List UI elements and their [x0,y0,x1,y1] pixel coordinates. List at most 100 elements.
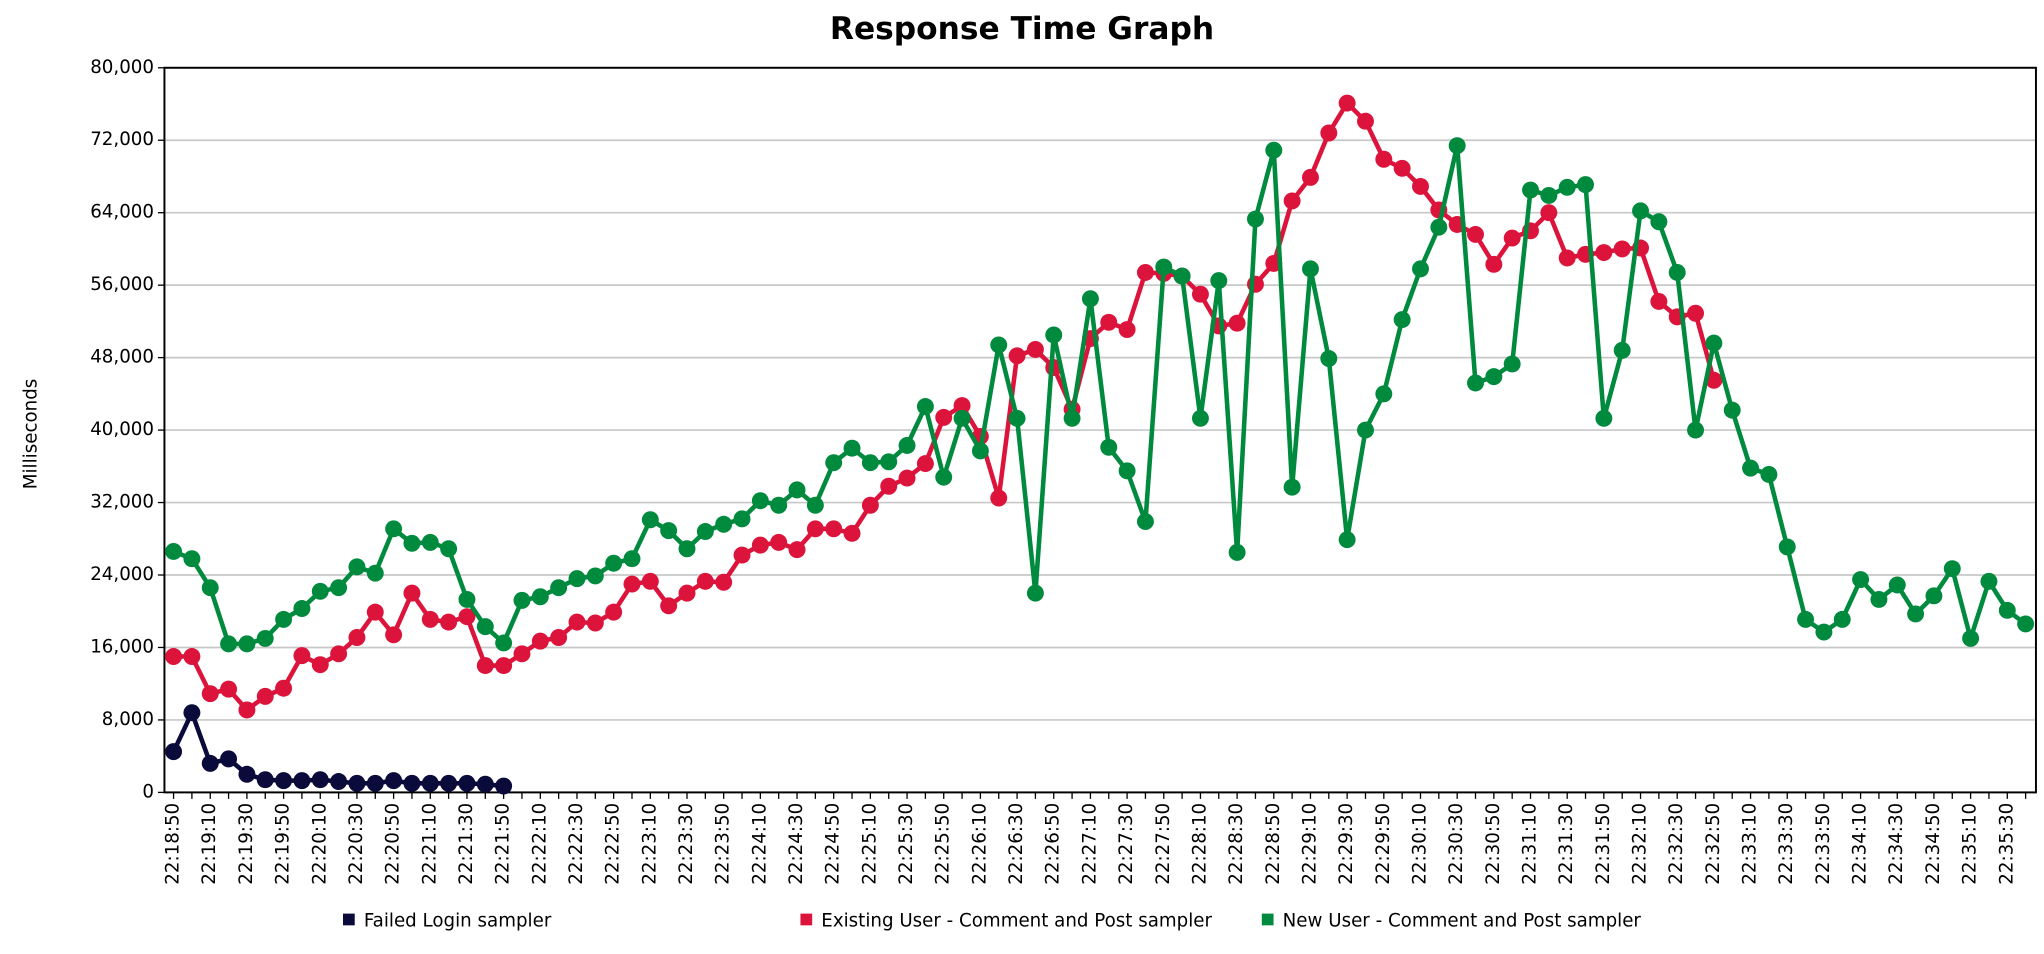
data-point [1283,192,1301,210]
data-point [220,750,238,768]
x-tick-label: 22:27:50 [1153,803,1174,885]
data-point [678,584,696,602]
data-point [1301,260,1319,278]
data-point [165,542,183,560]
data-point [1687,421,1705,439]
data-point [1118,321,1136,339]
data-point [660,522,678,540]
x-tick-label: 22:20:50 [383,803,404,885]
data-point [660,597,678,615]
data-point [238,765,256,783]
data-point [220,635,238,653]
x-tick-label: 22:29:10 [1299,803,1320,885]
data-point [311,656,329,674]
data-point [311,771,329,789]
data-point [293,647,311,665]
data-point [440,540,458,558]
y-tick-label: 40,000 [90,419,154,440]
x-tick-label: 22:28:30 [1226,803,1247,885]
data-point [1283,478,1301,496]
data-point [1320,124,1338,142]
x-tick-label: 22:21:10 [419,803,440,885]
x-tick-label: 22:34:10 [1850,803,1871,885]
x-tick-label: 22:26:50 [1043,803,1064,885]
data-point [1393,159,1411,177]
data-point [953,397,971,415]
data-point [1191,409,1209,427]
data-point [990,489,1008,507]
data-point [586,567,604,585]
data-point [1503,229,1521,247]
data-point [751,536,769,554]
data-point [586,614,604,632]
data-point [623,550,641,568]
data-point [715,515,733,533]
data-point [550,579,568,597]
data-point [1008,347,1026,365]
data-point [366,774,384,792]
data-point [330,773,348,790]
y-axis-label: Milliseconds [21,379,42,490]
x-tick-label: 22:19:10 [199,803,220,885]
x-tick-label: 22:28:50 [1263,803,1284,885]
data-point [1448,137,1466,155]
data-point [256,629,274,647]
data-point [256,771,274,789]
data-point [733,510,751,528]
data-point [238,701,256,719]
x-tick-label: 22:23:10 [639,803,660,885]
data-point [1962,629,1980,647]
data-point [458,590,476,608]
data-point [421,610,439,628]
y-tick-label: 48,000 [90,347,154,368]
data-point [1760,465,1778,483]
data-point [366,564,384,582]
data-point [1026,340,1044,358]
y-tick-label: 32,000 [90,492,154,513]
data-point [1118,462,1136,480]
data-point [348,558,366,576]
data-point [385,772,403,790]
data-point [1467,225,1484,243]
x-tick-label: 22:19:50 [273,803,294,885]
data-point [916,398,934,416]
data-point [531,588,549,606]
data-point [1045,326,1063,344]
data-point [403,774,421,792]
data-point [1100,313,1118,331]
data-point [990,336,1008,354]
data-point [531,632,549,650]
data-point [1375,385,1393,403]
data-point [183,648,201,665]
x-tick-label: 22:35:10 [1960,803,1981,885]
x-tick-label: 22:23:50 [713,803,734,885]
x-tick-label: 22:35:30 [1996,803,2017,885]
data-point [1577,176,1594,194]
data-point [458,774,476,792]
data-point [1191,285,1209,303]
data-point [1338,94,1356,112]
data-point [330,579,348,597]
data-point [1888,576,1906,594]
legend-label: Existing User - Comment and Post sampler [821,910,1212,931]
data-point [1742,459,1760,477]
data-point [1943,560,1961,578]
data-point [898,469,916,487]
x-tick-label: 22:34:30 [1886,803,1907,885]
x-tick-label: 22:30:30 [1446,803,1467,885]
data-point [861,454,879,472]
data-point [788,541,806,559]
data-point [880,453,898,471]
x-tick-label: 22:33:50 [1813,803,1834,885]
x-tick-label: 22:29:30 [1336,803,1357,885]
x-tick-label: 22:27:30 [1116,803,1137,885]
data-point [1870,590,1888,608]
data-point [1907,605,1925,623]
x-tick-label: 22:22:10 [529,803,550,885]
x-tick-label: 22:30:10 [1409,803,1430,885]
x-tick-label: 22:33:30 [1776,803,1797,885]
data-point [1228,314,1246,332]
data-point [476,618,494,636]
data-point [935,408,953,426]
data-point [1833,610,1851,628]
